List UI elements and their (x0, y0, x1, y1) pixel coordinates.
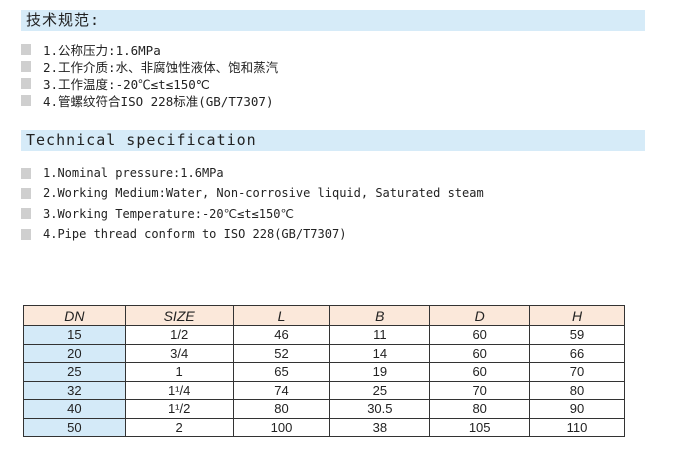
table-cell: 52 (232, 343, 331, 363)
table-cell: 25 (23, 362, 126, 382)
bullet-square-icon (21, 44, 31, 55)
table-cell: 3/4 (124, 343, 234, 363)
column-header: B (329, 305, 431, 326)
table-cell: 1/2 (124, 325, 234, 345)
table-cell: 40 (23, 399, 126, 419)
list-item: 4.Pipe thread conform to ISO 228(GB/T730… (21, 224, 484, 244)
table-cell: 65 (232, 362, 331, 382)
list-item: 4.管螺纹符合ISO 228标准(GB/T7307) (21, 92, 278, 109)
table-cell: 25 (329, 380, 431, 400)
table-cell: 32 (23, 380, 126, 400)
table-cell: 60 (429, 362, 531, 382)
list-item: 3.工作温度:-20℃≤t≤150℃ (21, 75, 278, 92)
bullet-square-icon (21, 228, 31, 240)
table-cell: 74 (232, 380, 331, 400)
list-item: 1.Nominal pressure:1.6MPa (21, 163, 484, 183)
table-row: 25 1 65 19 60 70 (23, 362, 625, 382)
table-cell: 15 (23, 325, 126, 345)
table-cell: 1¹/2 (124, 399, 234, 419)
table-row: 15 1/2 46 11 60 59 (23, 325, 625, 345)
table-row: 40 1¹/2 80 30.5 80 90 (23, 399, 625, 419)
table-row: 20 3/4 52 14 60 66 (23, 343, 625, 363)
table-cell: 2 (124, 417, 234, 437)
table-cell: 46 (232, 325, 331, 345)
table-cell: 100 (232, 417, 331, 437)
en-spec-list: 1.Nominal pressure:1.6MPa 2.Working Medi… (21, 163, 484, 244)
table-cell: 1 (124, 362, 234, 382)
list-item: 1.公称压力:1.6MPa (21, 41, 278, 58)
bullet-square-icon (21, 95, 31, 106)
table-cell: 38 (329, 417, 431, 437)
column-header: L (232, 305, 331, 326)
item-text: 4.管螺纹符合ISO 228标准(GB/T7307) (43, 94, 274, 109)
cn-spec-list: 1.公称压力:1.6MPa 2.工作介质:水、非腐蚀性液体、饱和蒸汽 3.工作温… (21, 41, 278, 109)
table-cell: 66 (529, 343, 625, 363)
column-header: DN (23, 305, 126, 326)
dimensions-table: DN SIZE L B D H 15 1/2 46 11 60 59 20 3/4 52 14 60 66 25 1… (23, 305, 625, 437)
table-cell: 11 (329, 325, 431, 345)
bullet-square-icon (21, 187, 31, 199)
table-row: 50 2 100 38 105 110 (23, 417, 625, 437)
table-cell: 110 (529, 417, 625, 437)
table-cell: 70 (429, 380, 531, 400)
column-header: SIZE (124, 305, 234, 326)
item-text: 2.Working Medium:Water, Non-corrosive li… (43, 186, 484, 201)
en-section-title: Technical specification (21, 130, 645, 151)
list-item: 3.Working Temperature:-20℃≤t≤150℃ (21, 204, 484, 224)
cn-section-title: 技术规范: (21, 10, 645, 31)
table-cell: 80 (529, 380, 625, 400)
list-item: 2.Working Medium:Water, Non-corrosive li… (21, 183, 484, 203)
table-cell: 1¹/4 (124, 380, 234, 400)
bullet-square-icon (21, 208, 31, 220)
table-cell: 20 (23, 343, 126, 363)
item-text: 3.工作温度:-20℃≤t≤150℃ (43, 77, 210, 92)
bullet-square-icon (21, 167, 31, 179)
table-cell: 105 (429, 417, 531, 437)
item-text: 3.Working Temperature:-20℃≤t≤150℃ (43, 206, 294, 221)
column-header: H (529, 305, 625, 326)
item-text: 1.公称压力:1.6MPa (43, 43, 161, 58)
item-text: 1.Nominal pressure:1.6MPa (43, 166, 224, 181)
table-cell: 80 (232, 399, 331, 419)
table-cell: 50 (23, 417, 126, 437)
table-cell: 80 (429, 399, 531, 419)
list-item: 2.工作介质:水、非腐蚀性液体、饱和蒸汽 (21, 58, 278, 75)
bullet-square-icon (21, 61, 31, 72)
bullet-square-icon (21, 78, 31, 89)
column-header: D (429, 305, 531, 326)
table-row: 32 1¹/4 74 25 70 80 (23, 380, 625, 400)
table-cell: 70 (529, 362, 625, 382)
table-cell: 14 (329, 343, 431, 363)
table-cell: 60 (429, 343, 531, 363)
item-text: 4.Pipe thread conform to ISO 228(GB/T730… (43, 227, 347, 242)
table-cell: 90 (529, 399, 625, 419)
item-text: 2.工作介质:水、非腐蚀性液体、饱和蒸汽 (43, 60, 279, 75)
table-cell: 59 (529, 325, 625, 345)
table-cell: 19 (329, 362, 431, 382)
table-cell: 30.5 (329, 399, 431, 419)
table-cell: 60 (429, 325, 531, 345)
